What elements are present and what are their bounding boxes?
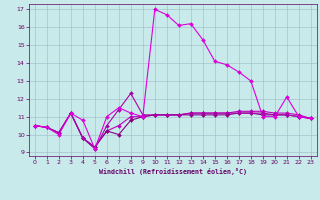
X-axis label: Windchill (Refroidissement éolien,°C): Windchill (Refroidissement éolien,°C)	[99, 168, 247, 175]
